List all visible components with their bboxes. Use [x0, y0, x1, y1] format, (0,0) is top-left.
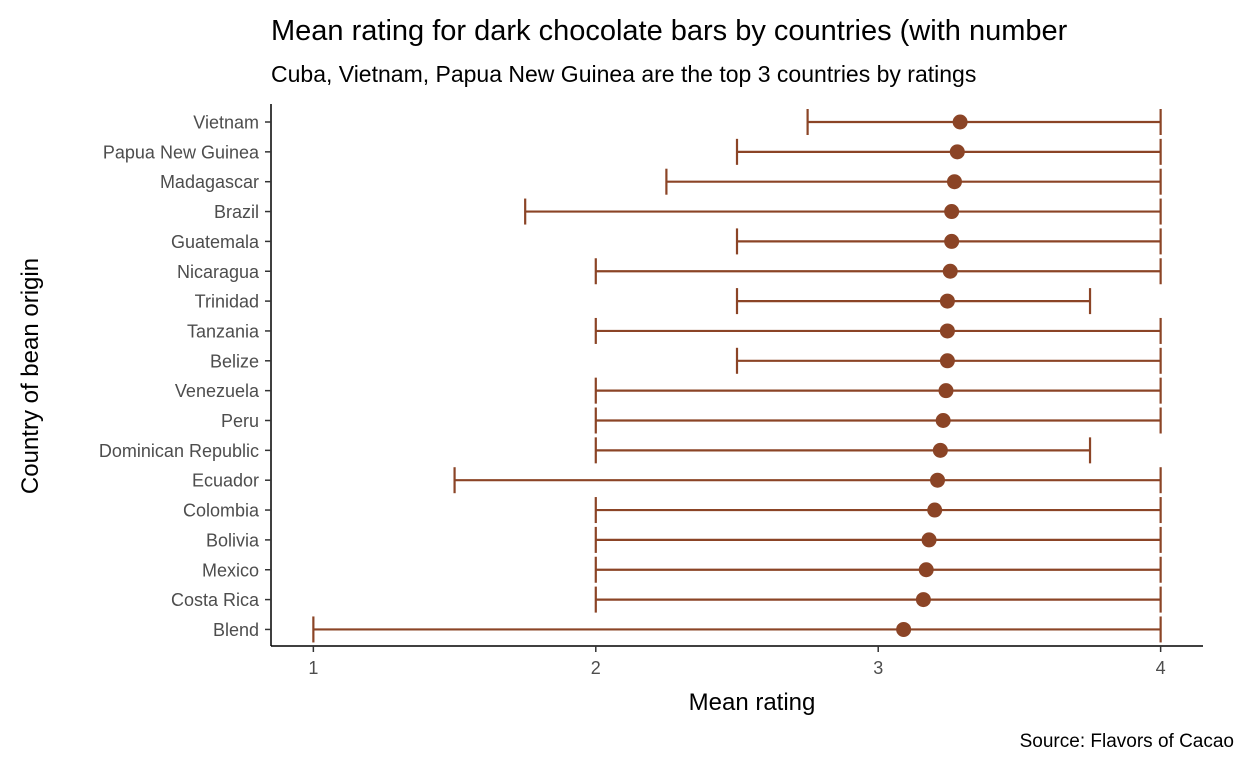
mean-point — [915, 592, 931, 608]
y-tick-label: Blend — [213, 620, 259, 640]
mean-point — [921, 532, 937, 548]
mean-point — [932, 442, 948, 458]
y-tick-label: Brazil — [214, 202, 259, 222]
mean-point — [949, 144, 965, 160]
y-tick-label: Madagascar — [160, 172, 259, 192]
x-tick-label: 2 — [591, 658, 601, 678]
mean-point — [935, 413, 951, 428]
y-tick-label: Vietnam — [193, 113, 259, 133]
mean-point — [944, 233, 960, 249]
y-tick-label: Guatemala — [171, 232, 260, 252]
mean-point — [939, 293, 955, 309]
mean-point — [939, 353, 955, 369]
y-tick-label: Trinidad — [195, 292, 259, 312]
y-tick-label: Costa Rica — [171, 590, 260, 610]
y-tick-label: Peru — [221, 411, 259, 431]
x-tick-label: 3 — [873, 658, 883, 678]
y-tick-label: Colombia — [183, 501, 260, 521]
mean-point — [942, 263, 958, 279]
mean-point — [930, 472, 946, 488]
mean-point — [896, 621, 912, 637]
y-tick-label: Dominican Republic — [99, 441, 259, 461]
chart-subtitle: Cuba, Vietnam, Papua New Guinea are the … — [271, 61, 977, 87]
y-tick-label: Bolivia — [206, 530, 260, 550]
x-tick-label: 1 — [308, 658, 318, 678]
y-tick-label: Papua New Guinea — [103, 142, 260, 162]
mean-point — [918, 562, 934, 578]
y-tick-label: Nicaragua — [177, 262, 260, 282]
y-tick-label: Venezuela — [175, 381, 260, 401]
chart-title: Mean rating for dark chocolate bars by c… — [271, 15, 1068, 47]
x-tick-label: 4 — [1156, 658, 1166, 678]
y-tick-label: Mexico — [202, 560, 259, 580]
y-axis-ticks: Vietnam Papua New Guinea Madagascar Brazil G… — [99, 113, 271, 640]
mean-point — [946, 174, 962, 190]
mean-point — [939, 323, 955, 339]
y-tick-label: Tanzania — [187, 321, 260, 341]
chart-caption: Source: Flavors of Cacao — [1019, 731, 1234, 752]
x-axis-ticks: 1 2 3 4 — [308, 646, 1166, 678]
mean-point — [938, 383, 954, 399]
y-tick-label: Belize — [210, 351, 259, 371]
x-axis-title: Mean rating — [689, 689, 816, 716]
y-tick-label: Ecuador — [192, 471, 259, 491]
mean-point — [927, 502, 943, 518]
mean-point — [944, 204, 960, 220]
chart-marks — [312, 109, 1162, 643]
mean-point — [952, 114, 968, 130]
y-axis-title: Country of bean origin — [17, 258, 44, 494]
